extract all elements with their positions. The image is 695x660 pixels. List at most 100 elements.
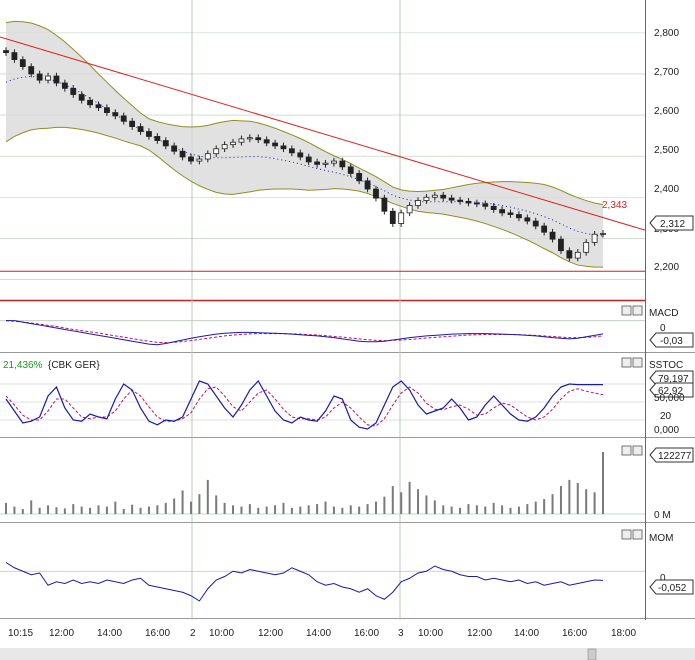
stoch-0-label: 0,000: [654, 425, 679, 436]
candle-body: [448, 197, 455, 201]
volume-bar: [21, 509, 24, 514]
volume-bar: [307, 505, 310, 514]
volume-bar: [290, 507, 293, 514]
candle-body: [213, 148, 220, 155]
volume-bar: [55, 507, 58, 514]
volume-max-tag: 122277: [649, 447, 694, 463]
candle-body: [398, 212, 405, 224]
volume-bar: [585, 489, 588, 514]
volume-bar: [198, 494, 201, 514]
candle-body: [280, 145, 287, 150]
stoch-value-tags: 79,197 62,92 50,000 20 0,000: [649, 370, 694, 436]
volume-bar: [509, 507, 512, 514]
x-label-1200c: 12:00: [467, 628, 492, 639]
macd-line: [6, 320, 604, 346]
volume-bar: [139, 507, 142, 514]
volume-bar: [13, 506, 16, 514]
candle-body: [558, 238, 564, 252]
x-label-1400c: 14:00: [514, 628, 539, 639]
volume-bar: [189, 501, 192, 514]
candle-body: [406, 205, 413, 214]
candle-body: [574, 251, 581, 259]
candle-body: [154, 136, 161, 141]
stoch-20-label: 20: [660, 411, 672, 422]
candle-body: [230, 141, 236, 146]
volume-bar: [282, 502, 285, 514]
price-tick-2200: 2,200: [654, 262, 679, 273]
candle-body: [263, 139, 270, 144]
volume-bar: [467, 504, 470, 514]
panel-close-icon: [632, 357, 643, 368]
candle-body: [331, 160, 337, 164]
bollinger-lower: [5, 126, 603, 268]
volume-bar: [568, 479, 571, 514]
candle-body: [53, 75, 60, 84]
candle-body: [507, 212, 514, 215]
candle-body: [288, 148, 295, 154]
volume-zero-label: 0 M: [654, 510, 671, 521]
candle-body: [19, 59, 26, 67]
volume-bar: [459, 507, 462, 514]
candle-body: [28, 66, 35, 75]
volume-bar: [80, 506, 83, 514]
volume-bar: [232, 505, 235, 514]
last-price-label: 2,312: [660, 219, 685, 230]
volume-bar: [349, 505, 352, 514]
volume-bar: [576, 483, 579, 514]
volume-bar: [147, 506, 150, 514]
volume-bar: [122, 509, 125, 514]
volume-bar: [223, 502, 226, 514]
candle-body: [112, 112, 119, 117]
x-label-1400: 14:00: [97, 628, 122, 639]
volume-bar: [5, 502, 7, 514]
candle-body: [373, 188, 379, 199]
mom-value-tag: -0,052: [649, 579, 694, 595]
volume-bar: [63, 508, 66, 514]
candle-body: [204, 153, 211, 160]
volume-bar: [551, 494, 554, 514]
candle-body: [45, 75, 51, 81]
panel-close-icon: [632, 529, 643, 540]
mom-title: MOM: [649, 533, 673, 544]
volume-bar: [324, 501, 327, 514]
volume-bar: [425, 495, 428, 514]
candle-body: [566, 250, 573, 259]
candle-body: [87, 99, 93, 106]
candle-body: [347, 166, 354, 174]
trendline-value-label: 2,343: [602, 200, 627, 211]
x-label-1200b: 12:00: [258, 628, 283, 639]
candle-body: [70, 87, 77, 95]
price-tick-2800: 2,800: [654, 28, 679, 39]
volume-bar: [517, 506, 520, 514]
candle-body: [516, 214, 522, 219]
volume-bar: [433, 500, 436, 514]
volume-bar: [248, 504, 251, 514]
panel-bg-2: [0, 356, 645, 437]
volume-bar: [526, 504, 529, 514]
mom-line: [5, 562, 604, 602]
volume-bar: [181, 490, 184, 514]
candle-body: [272, 142, 278, 147]
candle-body: [246, 137, 253, 140]
candle-body: [11, 52, 18, 60]
stoch-k-value: 79,197: [658, 374, 689, 385]
candle-body: [78, 94, 85, 101]
candle-body: [179, 150, 186, 158]
volume-bar: [332, 506, 335, 514]
volume-bar: [299, 506, 302, 514]
volume-bar: [484, 506, 487, 514]
x-label-1400b: 14:00: [306, 628, 331, 639]
volume-bar: [417, 489, 420, 514]
volume-bar: [316, 504, 319, 514]
candle-body: [137, 126, 144, 132]
horizontal-scrollbar: [0, 648, 695, 660]
price-tick-2400: 2,400: [654, 184, 679, 195]
candle-body: [499, 209, 505, 214]
price-tick-2500: 2,500: [654, 145, 679, 156]
candle-body: [104, 107, 110, 114]
candle-body: [171, 145, 178, 152]
trend-line: [0, 36, 646, 231]
volume-bar: [602, 452, 604, 514]
volume-bar: [400, 492, 403, 514]
